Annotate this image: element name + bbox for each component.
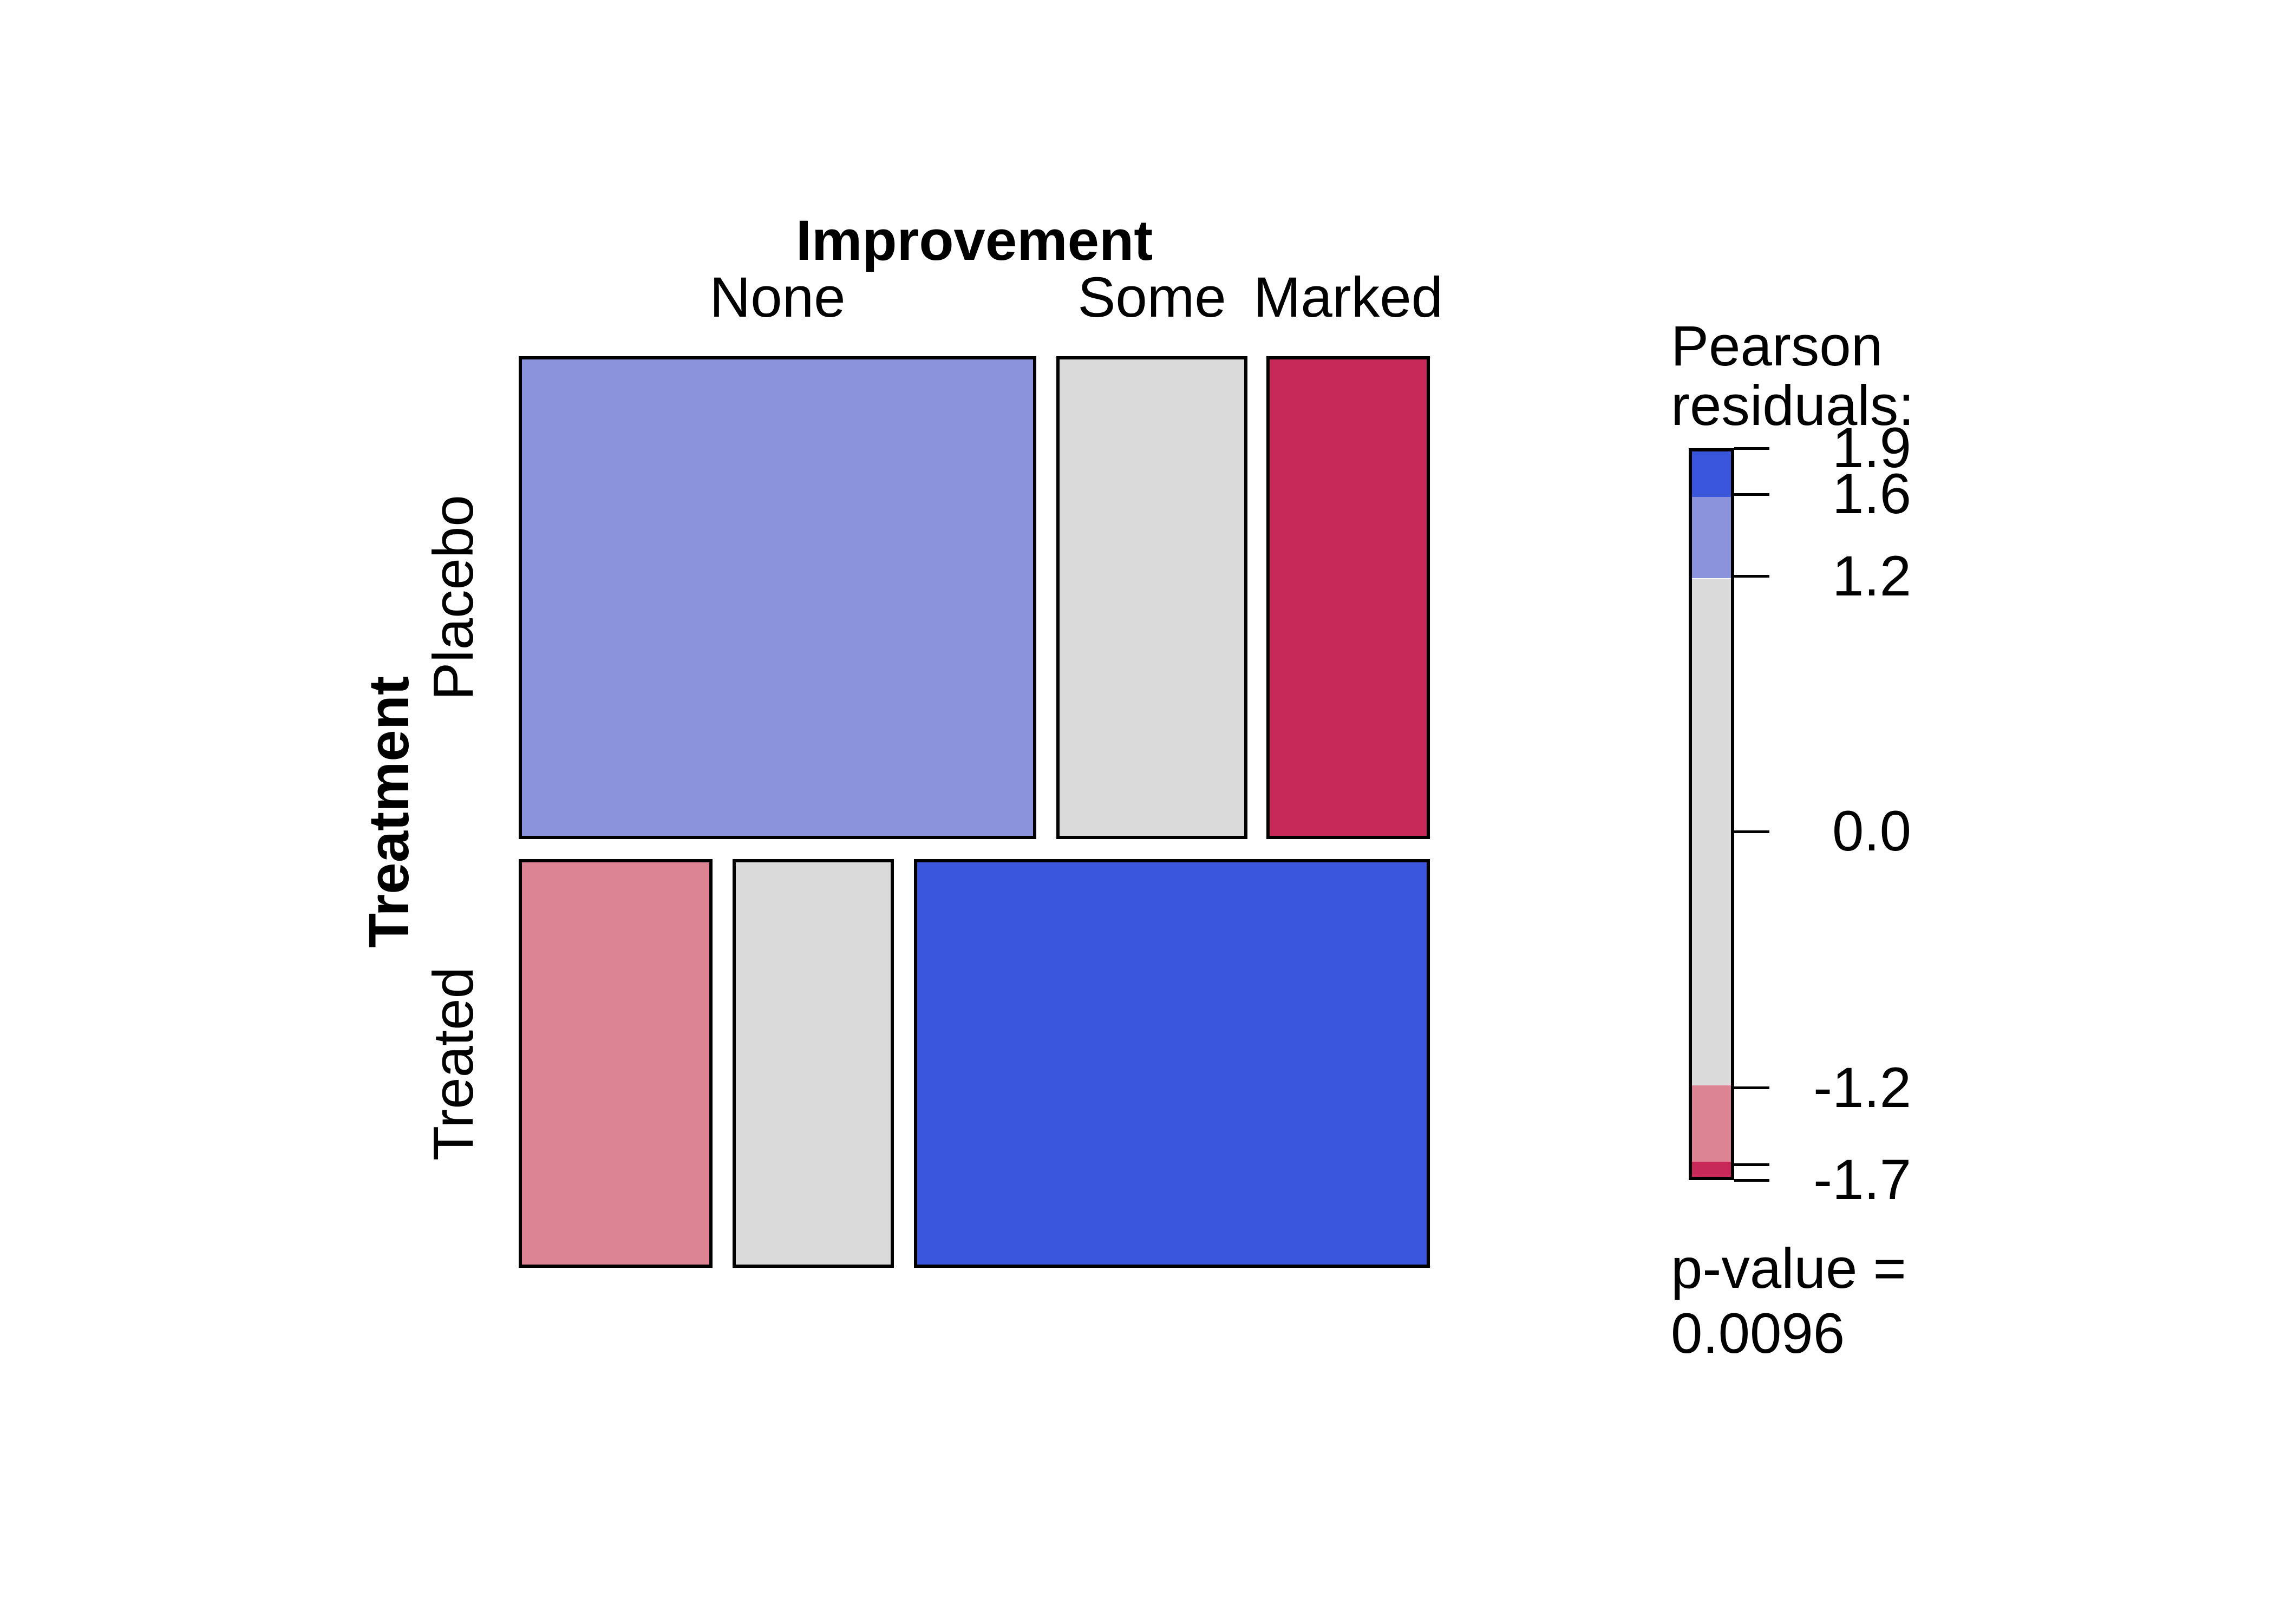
column-label-some: Some (1077, 266, 1226, 329)
legend-segment-blue_dark (1692, 451, 1731, 497)
column-label-none: None (709, 266, 846, 329)
mosaic-tile-treated-none (519, 859, 713, 1268)
legend-tick-mark (1734, 830, 1769, 833)
column-label-marked: Marked (1253, 266, 1443, 329)
legend-tick-mark (1734, 493, 1769, 496)
mosaic-tile-treated-some (733, 859, 894, 1268)
row-axis-title: Treatment (357, 676, 421, 948)
legend-title: Pearson residuals: (1671, 317, 1914, 436)
legend-tick-label: -1.7 (1813, 1148, 1911, 1212)
legend-title-line1: Pearson (1671, 315, 1883, 378)
mosaic-tile-placebo-marked (1266, 356, 1430, 839)
legend-color-bar (1689, 448, 1734, 1180)
mosaic-tile-placebo-none (519, 356, 1036, 839)
legend-tick-mark (1734, 1178, 1769, 1182)
p-value-text: p-value = 0.0096 (1671, 1236, 1906, 1366)
mosaic-tile-placebo-some (1056, 356, 1247, 839)
legend-tick-label: 1.6 (1832, 462, 1911, 526)
legend-tick-label: -1.2 (1813, 1056, 1911, 1119)
row-label-placebo: Placebo (422, 495, 485, 700)
p-value-line1: p-value = (1671, 1237, 1906, 1300)
mosaic-tiles-area (519, 356, 1430, 1268)
legend-segment-red_dark (1692, 1161, 1731, 1177)
legend-segment-red_medium (1692, 1085, 1731, 1162)
legend-tick-mark (1734, 575, 1769, 578)
legend-title-line2: residuals: (1671, 374, 1914, 437)
mosaic-tile-treated-marked (914, 859, 1430, 1268)
p-value-line2: 0.0096 (1671, 1302, 1845, 1365)
row-label-treated: Treated (422, 966, 485, 1161)
legend-tick-mark (1734, 447, 1769, 450)
legend-segment-gray (1692, 578, 1731, 1086)
legend-tick-label: 0.0 (1832, 800, 1911, 863)
legend-tick-mark (1734, 1163, 1769, 1167)
legend-tick-label: 1.2 (1832, 544, 1911, 608)
column-axis-title: Improvement (795, 209, 1153, 272)
legend-tick-label: 1.9 (1832, 416, 1911, 480)
legend-tick-mark (1734, 1086, 1769, 1090)
legend-segment-blue_medium (1692, 497, 1731, 579)
